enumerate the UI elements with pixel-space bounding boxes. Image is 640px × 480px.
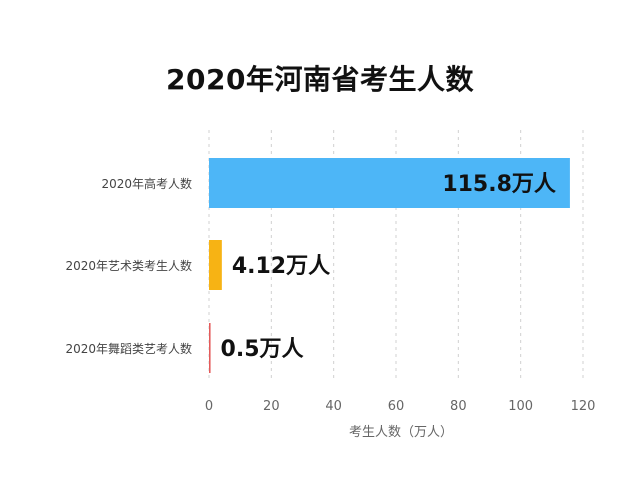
data-label: 115.8万人 (442, 172, 556, 197)
bar (209, 158, 570, 208)
x-tick-label: 0 (205, 399, 213, 414)
category-label: 2020年舞蹈类艺考人数 (65, 341, 192, 356)
data-label: 4.12万人 (232, 254, 330, 279)
x-tick-label: 40 (325, 399, 342, 414)
bar (209, 323, 211, 373)
x-tick-label: 100 (508, 399, 533, 414)
x-axis-label: 考生人数（万人） (349, 425, 453, 440)
x-tick-label: 120 (571, 399, 596, 414)
x-tick-label: 60 (388, 399, 405, 414)
category-label: 2020年艺术类考生人数 (65, 258, 192, 273)
category-label: 2020年高考人数 (101, 176, 192, 191)
x-tick-label: 80 (450, 399, 467, 414)
chart-title: 2020年河南省考生人数 (166, 63, 474, 96)
x-tick-label: 20 (263, 399, 280, 414)
bar (209, 240, 222, 290)
data-label: 0.5万人 (221, 337, 304, 362)
